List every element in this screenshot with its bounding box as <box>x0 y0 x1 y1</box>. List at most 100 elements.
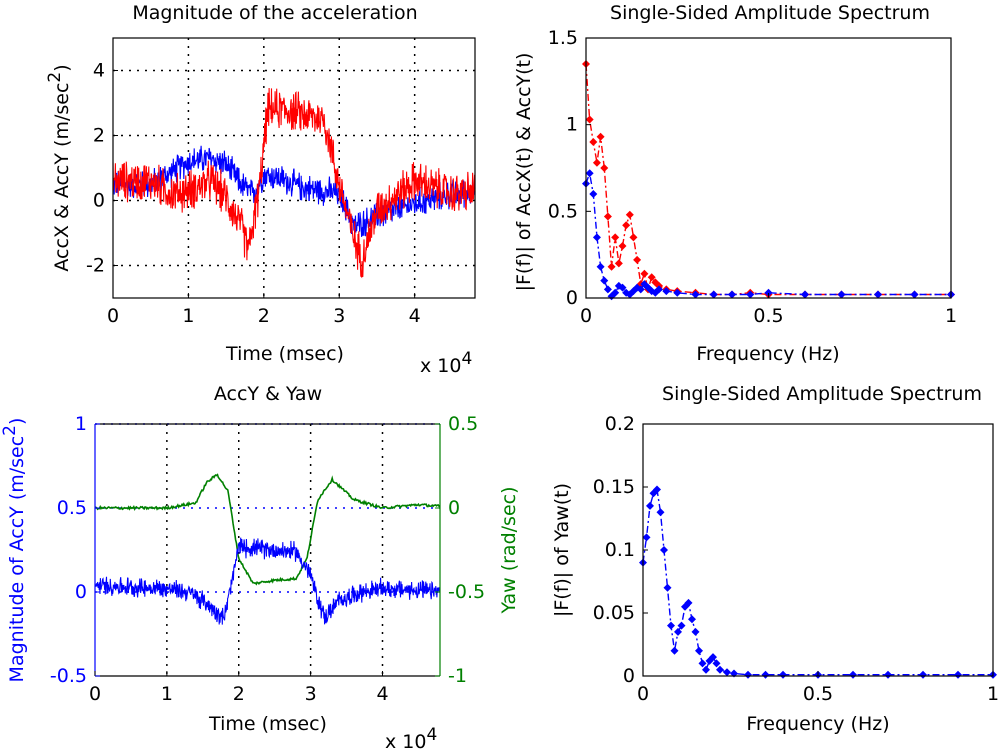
data-point <box>592 158 601 167</box>
y-tick-label: 4 <box>93 60 105 82</box>
y-tick-label: -2 <box>86 255 105 277</box>
left-label-main: Magnitude of AccY (m/sec <box>6 436 28 683</box>
y-label-superscript: 2 <box>45 72 65 83</box>
data-point <box>716 665 724 674</box>
y-tick-label: 2 <box>93 125 105 147</box>
y-tick-label: 0.2 <box>605 413 635 435</box>
y-tick-label: 1 <box>75 413 87 435</box>
data-point <box>614 259 623 268</box>
series-line-accy <box>94 537 441 625</box>
y-tick-label: 0.15 <box>593 476 635 498</box>
data-point <box>633 255 642 264</box>
left-label-end: ) <box>6 418 28 425</box>
x-tick-label: 4 <box>409 305 421 327</box>
data-point <box>779 670 787 679</box>
data-point <box>596 132 605 141</box>
x-tick-label: 0 <box>580 305 592 327</box>
x-axis-label: Time (msec) <box>225 343 344 365</box>
data-point <box>684 598 693 607</box>
series-line <box>585 170 951 298</box>
y-tick-label: 0 <box>623 665 635 687</box>
data-point <box>688 615 696 624</box>
data-point <box>667 621 675 630</box>
data-point <box>674 627 682 636</box>
x-tick-label: 0 <box>107 305 119 327</box>
data-point <box>618 283 627 292</box>
x-axis-label: Frequency (Hz) <box>746 713 889 735</box>
data-point <box>585 169 594 178</box>
data-point <box>655 285 663 294</box>
y-axis-label-left: Magnitude of AccY (m/sec2) <box>0 418 28 683</box>
chart-title: Single-Sided Amplitude Spectrum <box>662 383 982 405</box>
data-point <box>622 221 631 230</box>
chart-title: AccY & Yaw <box>214 383 322 405</box>
series-line-accx <box>112 145 476 237</box>
plot-frame <box>112 37 476 299</box>
plot-frame <box>642 423 994 677</box>
y-axis-label: AccX & AccY (m/sec2) <box>45 64 73 271</box>
series-line-accy <box>112 87 476 279</box>
data-point <box>712 659 721 668</box>
data-point <box>910 290 919 299</box>
x-exponent-power: 4 <box>426 725 437 745</box>
data-point <box>884 670 892 679</box>
x-tick-label: 1 <box>182 305 194 327</box>
y-tick-label: 0 <box>75 581 87 603</box>
y-tick-label: 0.1 <box>605 539 635 561</box>
data-point <box>656 508 665 517</box>
data-point <box>874 290 882 299</box>
data-point <box>764 288 773 297</box>
data-point <box>663 583 672 592</box>
plot-frame <box>585 37 952 299</box>
data-point <box>592 233 601 242</box>
series-line <box>585 63 951 296</box>
y-axis-label-right: Yaw (rad/sec) <box>498 487 520 615</box>
y-tick-label: 0 <box>448 497 460 519</box>
data-point <box>646 501 654 510</box>
data-point <box>589 138 598 146</box>
x-tick-label: 3 <box>333 305 345 327</box>
x-tick-label: 0 <box>637 683 649 705</box>
y-axis-label: |F(f)| of AccX(t) & AccY(t) <box>513 53 535 292</box>
data-point <box>837 290 846 299</box>
panel-acceleration: Magnitude of the acceleration 0 1 2 3 4 -2 0 2 4… <box>45 2 476 377</box>
left-label-superscript: 2 <box>0 425 20 436</box>
data-point <box>849 670 857 679</box>
x-tick-label: 3 <box>305 683 317 705</box>
data-point <box>746 290 755 299</box>
x-tick-label: 0.5 <box>753 305 783 327</box>
data-point <box>728 290 736 299</box>
data-point <box>723 668 731 677</box>
data-point <box>600 164 609 172</box>
data-point <box>954 670 962 679</box>
data-point <box>695 646 703 655</box>
series-line <box>642 487 993 676</box>
data-point <box>611 288 620 297</box>
data-point <box>600 276 609 285</box>
x-tick-label: 0.5 <box>803 683 833 705</box>
x-exponent-base: x 10 <box>420 355 461 377</box>
x-tick-label: 1 <box>945 305 957 327</box>
series-line-yaw <box>94 473 441 586</box>
y-tick-label: 0.5 <box>57 497 87 519</box>
y-tick-label: 0.05 <box>593 602 635 624</box>
data-point <box>660 546 668 554</box>
data-point <box>642 533 651 542</box>
x-tick-label: 2 <box>258 305 270 327</box>
data-point <box>653 485 661 494</box>
data-point <box>673 288 682 297</box>
data-point <box>625 210 634 219</box>
data-point <box>691 290 700 299</box>
data-point <box>589 190 598 198</box>
panel-spectrum-yaw: Single-Sided Amplitude Spectrum 0 0.5 1 0 0.… <box>551 383 999 735</box>
data-point <box>603 212 612 221</box>
x-axis-label: Time (msec) <box>208 713 327 735</box>
data-point <box>596 262 605 271</box>
data-point <box>662 287 671 296</box>
data-point <box>677 621 686 630</box>
panel-accy-yaw: AccY & Yaw 0 1 2 3 4-0.500.51-1-0.500.5 Time… <box>0 383 520 752</box>
x-axis-exponent: x 104 <box>385 725 437 752</box>
data-point <box>919 670 927 679</box>
data-point <box>761 670 770 679</box>
